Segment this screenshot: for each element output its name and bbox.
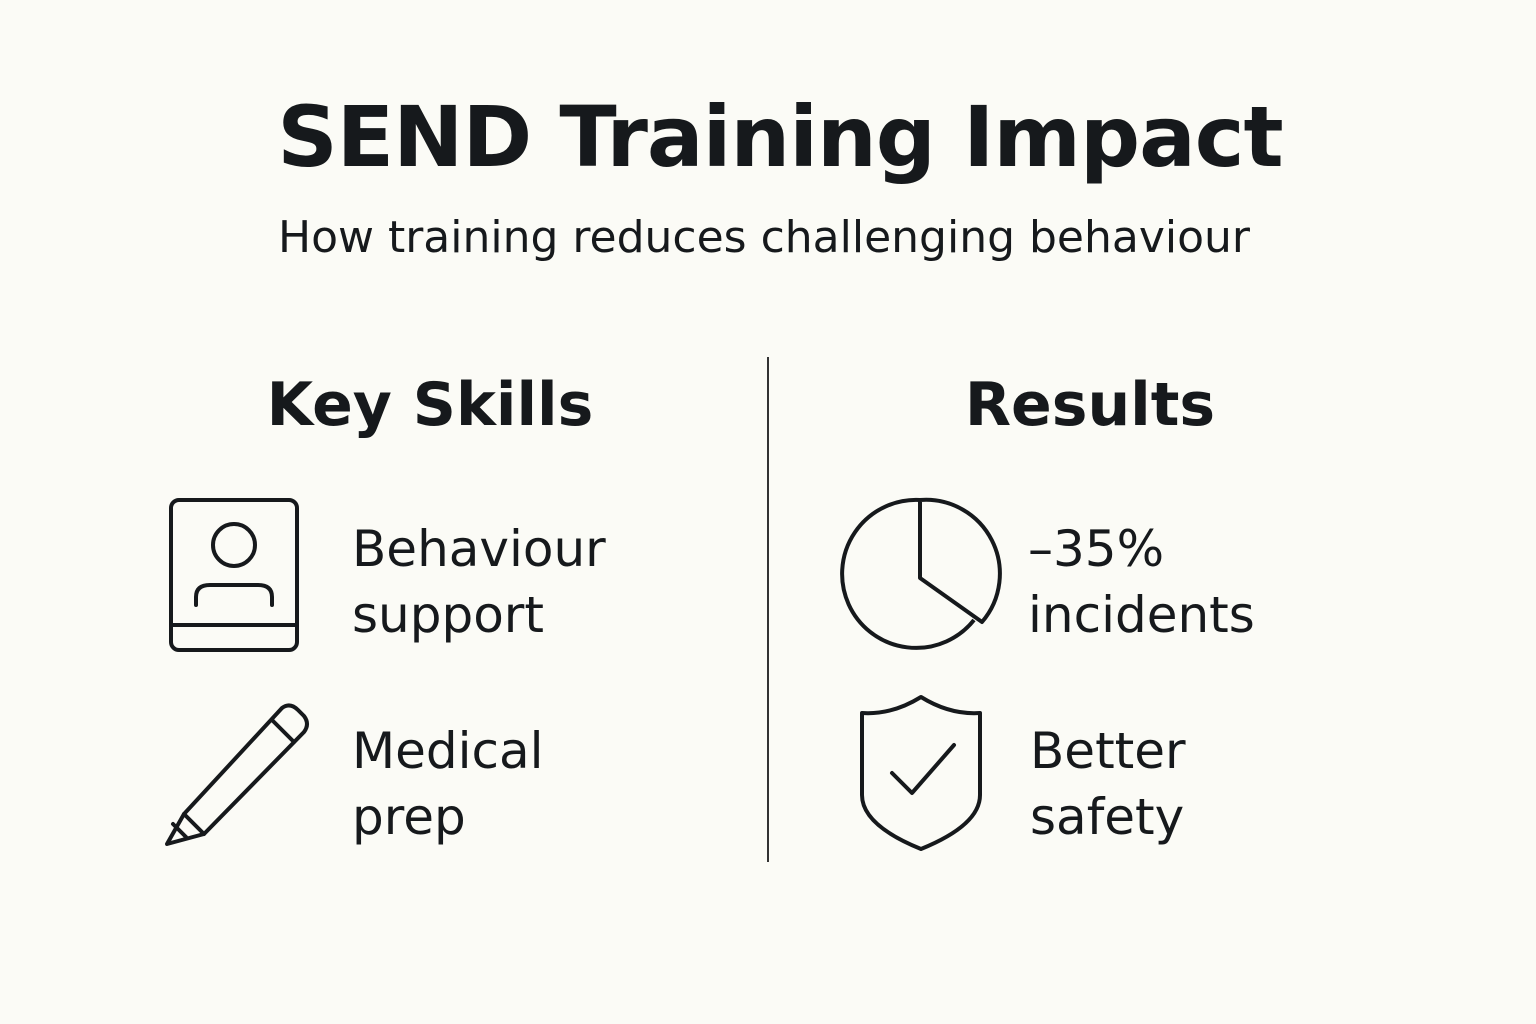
skill-line2: prep xyxy=(352,788,466,846)
pie-chart-icon xyxy=(840,497,1002,650)
result-line2: incidents xyxy=(1028,586,1255,644)
skill-line1: Behaviour xyxy=(352,520,606,578)
result-line1: –35% xyxy=(1028,520,1165,578)
page-title: SEND Training Impact xyxy=(277,88,1283,186)
result-line1: Better xyxy=(1030,722,1186,780)
person-book-icon xyxy=(169,498,299,652)
result-safety: Better safety xyxy=(1030,718,1186,850)
results-heading: Results xyxy=(964,370,1216,440)
shield-check-icon xyxy=(860,695,982,851)
key-skills-heading: Key Skills xyxy=(266,370,594,440)
column-divider xyxy=(767,357,769,862)
skill-behaviour-support: Behaviour support xyxy=(352,516,606,648)
result-incidents: –35% incidents xyxy=(1028,516,1255,648)
result-line2: safety xyxy=(1030,788,1185,846)
skill-medical-prep: Medical prep xyxy=(352,718,544,850)
pencil-icon xyxy=(165,703,309,846)
skill-line1: Medical xyxy=(352,722,544,780)
skill-line2: support xyxy=(352,586,544,644)
page-subtitle: How training reduces challenging behavio… xyxy=(277,212,1251,263)
